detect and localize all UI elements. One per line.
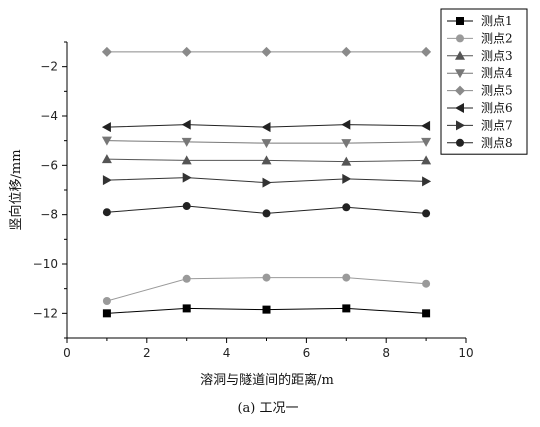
figure-caption: (a) 工况一 <box>237 401 298 416</box>
series-8 <box>102 202 431 218</box>
data-point <box>262 177 272 188</box>
data-point <box>341 156 352 166</box>
series-4 <box>101 136 432 149</box>
legend-box <box>440 8 528 155</box>
legend-item: 测点5 <box>447 84 513 98</box>
series-5 <box>101 46 432 57</box>
data-point <box>341 119 351 130</box>
legend-marker <box>455 103 464 113</box>
data-point <box>342 203 351 212</box>
data-point <box>181 137 192 147</box>
legend-item: 测点3 <box>447 49 513 63</box>
data-point <box>342 173 352 184</box>
data-point <box>341 46 352 57</box>
data-point <box>182 172 192 183</box>
data-point <box>182 304 191 313</box>
data-point <box>101 136 112 146</box>
series-layer <box>101 46 432 318</box>
series-6 <box>101 119 431 133</box>
legend-label: 测点7 <box>481 118 513 132</box>
legend-marker <box>456 138 464 147</box>
y-tick-label: −8 <box>40 208 58 222</box>
legend-item: 测点7 <box>447 118 513 132</box>
legend-marker <box>456 120 465 131</box>
legend-label: 测点5 <box>481 84 513 98</box>
legend-item: 测点4 <box>447 66 513 80</box>
data-point <box>102 175 112 186</box>
legend-item: 测点6 <box>447 101 513 115</box>
data-point <box>182 274 191 283</box>
legend-item: 测点1 <box>447 14 513 28</box>
axes: 0 2 4 6 8 10 −12 −10 −8 −6 −4 −2 <box>33 41 474 360</box>
data-point <box>341 139 352 149</box>
x-tick-label: 8 <box>382 346 390 360</box>
legend-marker <box>455 85 465 96</box>
x-tick-label: 2 <box>143 346 151 360</box>
x-axis-label: 溶洞与隧道间的距离/m <box>200 372 334 388</box>
series-1 <box>102 304 431 318</box>
legend-label: 测点8 <box>481 136 513 150</box>
x-tick-label: 0 <box>63 346 71 360</box>
legend-label: 测点6 <box>481 101 513 115</box>
y-axis-label: 竖向位移/mm <box>8 149 24 230</box>
series-3 <box>101 154 432 166</box>
data-point <box>342 273 351 282</box>
data-point <box>182 202 191 211</box>
data-point <box>181 46 192 57</box>
legend-label: 测点2 <box>481 31 513 45</box>
legend-marker <box>455 50 465 60</box>
data-point <box>262 209 271 218</box>
data-point <box>421 46 432 57</box>
legend-item: 测点2 <box>447 31 513 45</box>
legend-label: 测点4 <box>481 66 513 80</box>
data-point <box>181 119 191 130</box>
data-point <box>102 297 111 305</box>
data-point <box>101 122 111 133</box>
y-tick-label: −6 <box>40 158 58 172</box>
series-2 <box>102 273 431 305</box>
data-point <box>102 208 111 217</box>
data-point <box>102 309 111 318</box>
data-point <box>422 309 431 318</box>
x-tick-label: 10 <box>458 346 473 360</box>
y-tick-label: −4 <box>40 109 58 123</box>
data-point <box>342 304 351 313</box>
y-tick-label: −2 <box>40 60 58 74</box>
data-point <box>422 279 431 288</box>
legend-marker <box>456 34 464 43</box>
y-tick-label: −10 <box>33 257 58 271</box>
legend-item: 测点8 <box>447 136 513 150</box>
legend-label: 测点3 <box>481 49 513 63</box>
series-7 <box>102 172 432 188</box>
y-tick-label: −12 <box>33 306 58 320</box>
x-tick-label: 4 <box>223 346 231 360</box>
data-point <box>101 154 112 164</box>
data-point <box>261 122 271 133</box>
legend: 测点1 测点2 测点3 测点4 测点5 测点6 测点7 测点8 <box>440 8 528 155</box>
legend-label: 测点1 <box>481 14 513 28</box>
legend-marker <box>456 17 464 25</box>
data-point <box>101 46 112 57</box>
data-point <box>421 137 432 147</box>
data-point <box>261 139 272 149</box>
data-point <box>421 155 432 165</box>
data-point <box>262 305 271 314</box>
data-point <box>262 273 271 282</box>
data-point <box>261 155 272 165</box>
data-point <box>421 120 431 131</box>
data-point <box>422 209 431 218</box>
data-point <box>181 155 192 165</box>
data-point <box>261 46 272 57</box>
legend-marker <box>455 69 465 79</box>
x-tick-label: 6 <box>303 346 311 360</box>
data-point <box>422 176 432 187</box>
